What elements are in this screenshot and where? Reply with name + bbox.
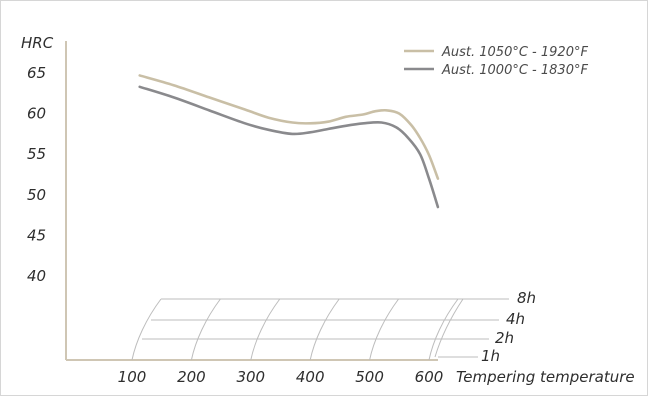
- time-curve-600: [428, 298, 459, 361]
- legend-label-1: Aust. 1000°C - 1830°F: [441, 63, 588, 78]
- time-label-4h: 4h: [506, 310, 525, 328]
- x-tick-label-600: 600: [415, 368, 444, 386]
- time-label-2h: 2h: [495, 329, 514, 347]
- x-tick-label-100: 100: [118, 368, 147, 386]
- axes: [65, 41, 438, 361]
- labels: HRC 65 60 55 50 45 40 100 200 300 400 500 600 Temperi…: [21, 34, 635, 386]
- time-curve-400: [309, 298, 340, 361]
- series-line-0: [138, 74, 440, 180]
- x-axis-title: Tempering temperature: [456, 368, 635, 386]
- legend-label-0: Aust. 1050°C - 1920°F: [441, 45, 588, 60]
- y-tick-label-55: 55: [27, 145, 46, 163]
- series-line-1: [138, 85, 440, 209]
- y-axis-title: HRC: [21, 34, 54, 52]
- time-curve-edge: [434, 298, 464, 358]
- time-curve-300: [250, 298, 281, 361]
- time-label-1h: 1h: [481, 347, 500, 365]
- y-tick-label-65: 65: [27, 64, 46, 82]
- time-label-8h: 8h: [517, 289, 536, 307]
- y-tick-label-60: 60: [27, 105, 46, 123]
- time-curve-200: [190, 298, 221, 361]
- tempering-time-grid: [131, 298, 509, 361]
- time-curve-500: [369, 298, 400, 361]
- x-tick-label-200: 200: [177, 368, 206, 386]
- legend: Aust. 1050°C - 1920°F Aust. 1000°C - 1830…: [404, 45, 588, 78]
- x-tick-label-400: 400: [296, 368, 325, 386]
- y-tick-label-45: 45: [27, 226, 46, 244]
- x-tick-label-500: 500: [355, 368, 384, 386]
- time-curve-100: [131, 298, 162, 361]
- x-tick-label-300: 300: [236, 368, 265, 386]
- series-lines: [138, 74, 440, 209]
- y-tick-label-40: 40: [27, 267, 46, 285]
- y-tick-label-50: 50: [27, 186, 46, 204]
